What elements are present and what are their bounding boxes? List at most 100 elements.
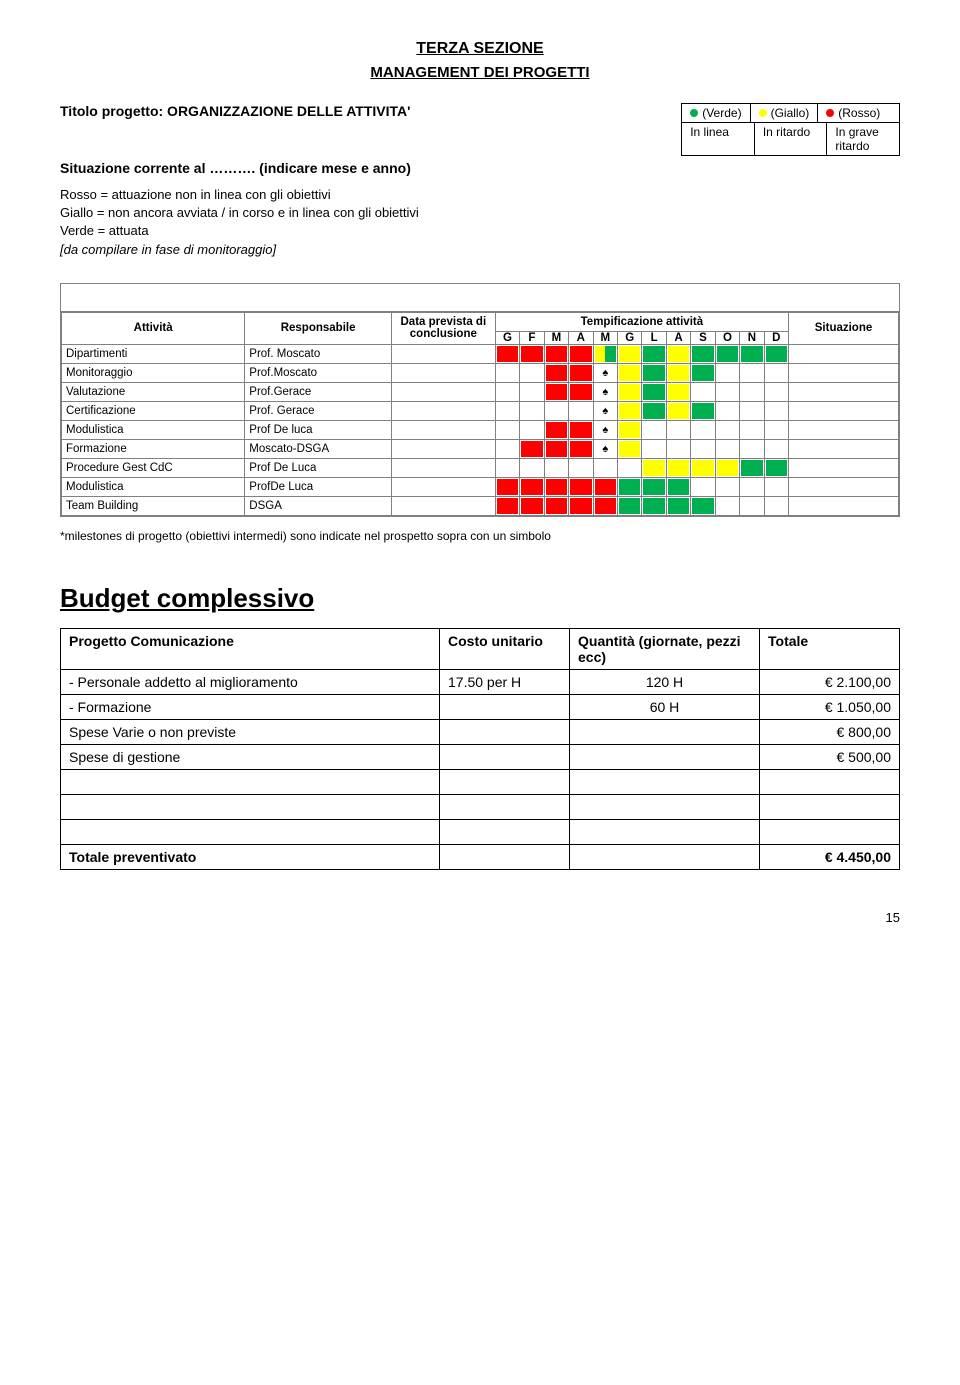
gantt-cell (764, 382, 788, 401)
budget-table: Progetto Comunicazione Costo unitario Qu… (60, 628, 900, 870)
cell-responsabile: DSGA (245, 496, 392, 515)
gantt-cell (764, 401, 788, 420)
project-title: Titolo progetto: ORGANIZZAZIONE DELLE AT… (60, 103, 681, 119)
gantt-cell (617, 477, 641, 496)
month-header: F (520, 331, 544, 344)
month-header: M (544, 331, 568, 344)
cell-responsabile: Prof.Moscato (245, 363, 392, 382)
gantt-cell (740, 439, 764, 458)
gantt-cell (691, 458, 715, 477)
gantt-cell (617, 401, 641, 420)
gantt-row: FormazioneMoscato-DSGA♠ (62, 439, 899, 458)
gantt-cell (495, 477, 519, 496)
gantt-cell (495, 382, 519, 401)
budget-col-progetto: Progetto Comunicazione (61, 628, 440, 669)
month-header: S (691, 331, 715, 344)
gantt-cell (666, 439, 690, 458)
gantt-cell (642, 420, 666, 439)
month-header: G (495, 331, 519, 344)
gantt-cell (666, 363, 690, 382)
budget-costo (440, 719, 570, 744)
month-header: A (666, 331, 690, 344)
gantt-cell (495, 439, 519, 458)
gantt-cell (666, 344, 690, 363)
gantt-cell (520, 439, 544, 458)
legend-rosso: Rosso = attuazione non in linea con gli … (60, 186, 900, 204)
cell-data (391, 439, 495, 458)
budget-costo (440, 769, 570, 794)
gantt-cell (495, 363, 519, 382)
gantt-cell: ♠ (593, 382, 617, 401)
gantt-cell (593, 344, 617, 363)
cell-attivita: Team Building (62, 496, 245, 515)
cell-situazione (789, 458, 899, 477)
cell-data (391, 458, 495, 477)
month-header: M (593, 331, 617, 344)
gantt-cell (642, 382, 666, 401)
gantt-cell (544, 363, 568, 382)
budget-label (61, 769, 440, 794)
gantt-cell (544, 401, 568, 420)
cell-situazione (789, 477, 899, 496)
budget-costo (440, 744, 570, 769)
cell-responsabile: Moscato-DSGA (245, 439, 392, 458)
cell-situazione (789, 382, 899, 401)
budget-qty: 120 H (570, 669, 760, 694)
gantt-cell (691, 344, 715, 363)
gantt-cell (666, 458, 690, 477)
budget-costo (440, 794, 570, 819)
gantt-cell (666, 420, 690, 439)
cell-data (391, 496, 495, 515)
gantt-cell (617, 496, 641, 515)
gantt-cell (520, 382, 544, 401)
gantt-row: DipartimentiProf. Moscato (62, 344, 899, 363)
status-graveritardo: In grave ritardo (827, 123, 899, 155)
milestone-icon: ♠ (594, 421, 617, 439)
col-responsabile: Responsabile (245, 312, 392, 344)
gantt-row: ModulisticaProfDe Luca (62, 477, 899, 496)
cell-attivita: Modulistica (62, 420, 245, 439)
gantt-cell (764, 458, 788, 477)
gantt-cell (569, 477, 593, 496)
cell-responsabile: Prof.Gerace (245, 382, 392, 401)
gantt-cell (520, 458, 544, 477)
budget-total-qty (570, 844, 760, 869)
budget-totale: € 2.100,00 (760, 669, 900, 694)
budget-row: - Personale addetto al miglioramento17.5… (61, 669, 900, 694)
gantt-cell (617, 439, 641, 458)
gantt-cell (764, 363, 788, 382)
gantt-cell (740, 401, 764, 420)
budget-row (61, 769, 900, 794)
cell-data (391, 382, 495, 401)
gantt-cell: ♠ (593, 420, 617, 439)
budget-totale (760, 794, 900, 819)
situazione-line: Situazione corrente al ………. (indicare me… (60, 160, 900, 176)
budget-totale (760, 769, 900, 794)
gantt-cell (495, 420, 519, 439)
gantt-cell (740, 420, 764, 439)
gantt-cell (642, 496, 666, 515)
cell-situazione (789, 439, 899, 458)
gantt-row: ValutazioneProf.Gerace♠ (62, 382, 899, 401)
budget-label: Spese Varie o non previste (61, 719, 440, 744)
gantt-cell (617, 344, 641, 363)
col-data: Data prevista di conclusione (391, 312, 495, 344)
gantt-cell (715, 420, 739, 439)
budget-qty (570, 794, 760, 819)
cell-attivita: Modulistica (62, 477, 245, 496)
gantt-cell (569, 382, 593, 401)
budget-col-quantita: Quantità (giornate, pezzi ecc) (570, 628, 760, 669)
budget-costo (440, 694, 570, 719)
budget-label (61, 819, 440, 844)
gantt-cell (740, 458, 764, 477)
gantt-cell (740, 382, 764, 401)
footnote: *milestones di progetto (obiettivi inter… (60, 529, 900, 543)
gantt-cell (495, 458, 519, 477)
gantt-cell (617, 458, 641, 477)
budget-total-value: € 4.450,00 (760, 844, 900, 869)
budget-total-costo (440, 844, 570, 869)
budget-qty (570, 744, 760, 769)
gantt-cell (691, 420, 715, 439)
gantt-cell (544, 382, 568, 401)
gantt-cell (764, 420, 788, 439)
